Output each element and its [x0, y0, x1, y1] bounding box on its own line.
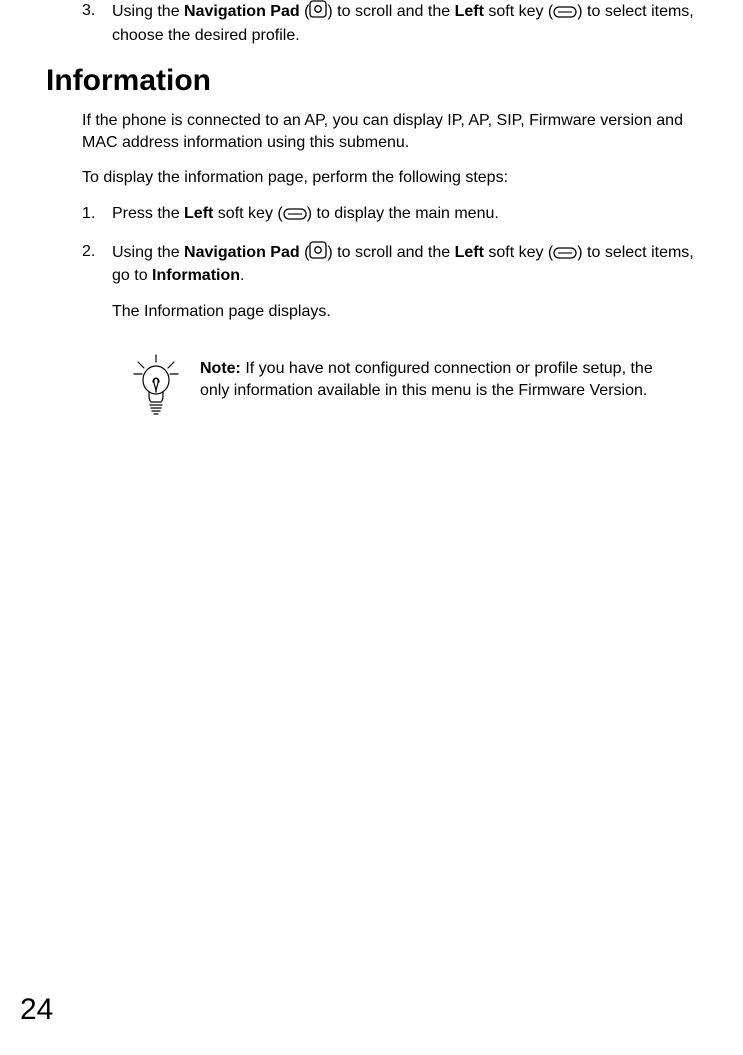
info-step-1: 1. Press the Left soft key () to display…	[112, 203, 702, 227]
step-number: 3.	[82, 0, 95, 22]
step-number: 2.	[82, 241, 95, 263]
continued-steps-list: 3. Using the Navigation Pad ( ) to scroll…	[82, 0, 702, 46]
text-fragment: soft key (	[484, 3, 553, 20]
left-label: Left	[184, 205, 213, 222]
lead-paragraph: To display the information page, perform…	[82, 167, 702, 189]
section-heading-information: Information	[46, 64, 702, 98]
info-step-2: 2. Using the Navigation Pad () to scroll…	[112, 241, 702, 287]
text-fragment: ) to scroll and the	[327, 3, 454, 20]
softkey-icon	[283, 205, 307, 227]
left-label: Left	[455, 244, 484, 261]
navigation-pad-icon	[309, 241, 327, 266]
text-fragment: soft key (	[213, 205, 282, 222]
lightbulb-icon	[132, 354, 180, 421]
navigation-pad-icon	[309, 0, 327, 25]
manual-page: 3. Using the Navigation Pad ( ) to scroll…	[0, 0, 743, 1055]
text-fragment: ) to display the main menu.	[307, 205, 499, 222]
text-fragment: Using the	[112, 3, 184, 20]
information-steps-list: 1. Press the Left soft key ( ) to display…	[82, 203, 702, 287]
information-label: Information	[152, 267, 240, 284]
text-fragment: (	[300, 3, 310, 20]
softkey-icon	[553, 244, 577, 266]
note-block: Note: If you have not configured connect…	[132, 358, 662, 421]
note-body: If you have not configured connection or…	[200, 360, 653, 399]
step-number: 1.	[82, 203, 95, 225]
softkey-icon	[553, 3, 577, 25]
navigation-pad-label: Navigation Pad	[184, 244, 300, 261]
intro-paragraph: If the phone is connected to an AP, you …	[82, 110, 702, 153]
text-fragment: Press the	[112, 205, 184, 222]
note-text: Note: If you have not configured connect…	[200, 358, 662, 401]
text-fragment: soft key (	[484, 244, 553, 261]
note-label: Note:	[200, 360, 241, 377]
left-label: Left	[455, 3, 484, 20]
text-fragment: Using the	[112, 244, 184, 261]
navigation-pad-label: Navigation Pad	[184, 3, 300, 20]
page-number: 24	[20, 993, 53, 1027]
text-fragment: (	[300, 244, 310, 261]
result-paragraph: The Information page displays.	[82, 301, 702, 323]
content-area: 3. Using the Navigation Pad ( ) to scroll…	[82, 0, 702, 421]
text-fragment: ) to scroll and the	[327, 244, 454, 261]
step-3: 3. Using the Navigation Pad () to scroll…	[112, 0, 702, 46]
text-fragment: .	[240, 267, 244, 284]
